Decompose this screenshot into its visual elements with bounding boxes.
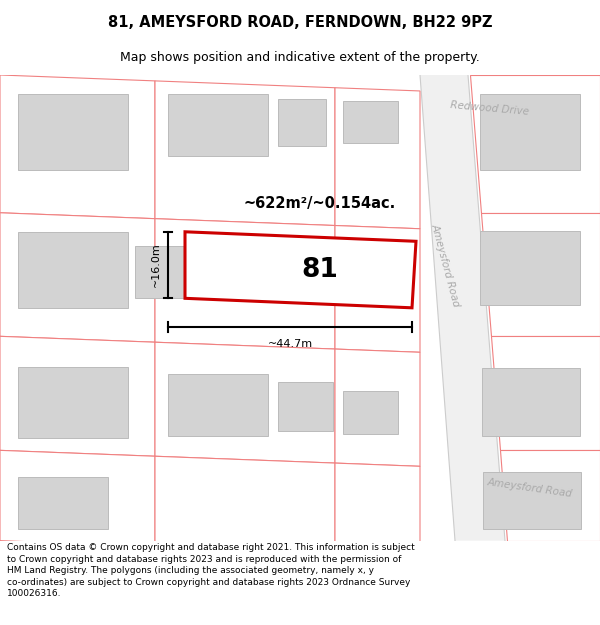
Polygon shape: [18, 477, 108, 529]
Polygon shape: [483, 472, 581, 529]
Polygon shape: [278, 99, 326, 146]
Text: 81, AMEYSFORD ROAD, FERNDOWN, BH22 9PZ: 81, AMEYSFORD ROAD, FERNDOWN, BH22 9PZ: [108, 15, 492, 30]
Text: ~622m²/~0.154ac.: ~622m²/~0.154ac.: [244, 196, 396, 211]
Polygon shape: [481, 213, 600, 336]
Polygon shape: [155, 219, 335, 349]
Polygon shape: [168, 374, 268, 436]
Polygon shape: [155, 456, 335, 553]
Text: 81: 81: [302, 257, 338, 282]
Polygon shape: [420, 75, 505, 541]
Polygon shape: [168, 94, 268, 156]
Polygon shape: [18, 232, 128, 308]
Polygon shape: [155, 342, 335, 463]
Polygon shape: [18, 367, 128, 438]
Polygon shape: [470, 75, 600, 213]
Polygon shape: [343, 101, 398, 143]
Polygon shape: [335, 463, 420, 557]
Polygon shape: [335, 349, 420, 466]
Text: Contains OS data © Crown copyright and database right 2021. This information is : Contains OS data © Crown copyright and d…: [7, 543, 415, 598]
Polygon shape: [192, 246, 247, 292]
Polygon shape: [500, 451, 600, 541]
Polygon shape: [480, 231, 580, 305]
Text: Map shows position and indicative extent of the property.: Map shows position and indicative extent…: [120, 51, 480, 64]
Text: Redwood Drive: Redwood Drive: [450, 100, 530, 117]
Text: ~16.0m: ~16.0m: [151, 242, 161, 288]
Text: Ameysford Road: Ameysford Road: [487, 478, 573, 499]
Polygon shape: [155, 81, 335, 226]
Polygon shape: [0, 75, 155, 219]
Polygon shape: [335, 88, 420, 229]
Polygon shape: [491, 336, 600, 451]
Polygon shape: [0, 451, 155, 546]
Polygon shape: [480, 94, 580, 170]
Polygon shape: [0, 213, 155, 342]
Polygon shape: [185, 232, 416, 308]
Polygon shape: [335, 226, 420, 352]
Polygon shape: [343, 253, 398, 296]
Polygon shape: [18, 94, 128, 170]
Polygon shape: [0, 336, 155, 456]
Polygon shape: [343, 391, 398, 434]
Polygon shape: [278, 382, 333, 431]
Text: Ameysford Road: Ameysford Road: [429, 222, 461, 308]
Text: ~44.7m: ~44.7m: [268, 339, 313, 349]
Polygon shape: [482, 368, 580, 436]
Polygon shape: [135, 246, 190, 298]
